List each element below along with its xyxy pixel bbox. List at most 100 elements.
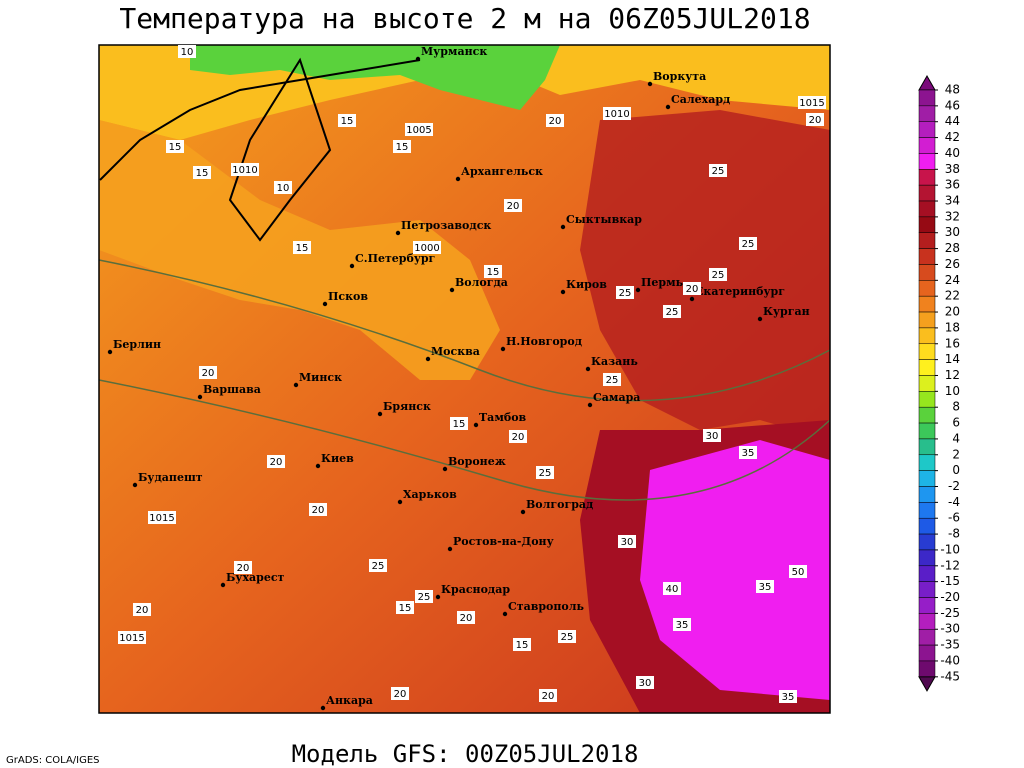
isotherm-label-box	[509, 430, 527, 443]
colorbar-segment	[918, 486, 936, 503]
credit: GrADS: COLA/IGES	[6, 755, 100, 766]
isotherm-label-box	[709, 164, 727, 177]
city-dot	[647, 81, 653, 87]
isotherm-label-box	[539, 689, 557, 702]
city-dot	[500, 346, 506, 352]
city-label: Киев	[321, 452, 354, 465]
colorbar-segment	[918, 470, 936, 487]
isotherm-label-box	[369, 559, 387, 572]
city-label: Воркута	[653, 70, 706, 83]
isobar-label-box	[118, 631, 146, 644]
colorbar-label: 10	[945, 384, 960, 398]
colorbar-segment	[918, 565, 936, 582]
isotherm-label: 20	[512, 432, 525, 443]
city-dot	[320, 705, 326, 711]
isobar-label-box	[405, 123, 433, 136]
isotherm-label-box	[199, 366, 217, 379]
isobar-label-box	[798, 96, 826, 109]
city-label: Казань	[591, 355, 638, 368]
colorbar-label: -25	[940, 606, 960, 620]
city-label: Самара	[593, 391, 640, 404]
isotherm-label-box	[457, 611, 475, 624]
colorbar-label: 36	[945, 178, 960, 192]
isotherm-label: 20	[686, 284, 699, 295]
colorbar-label: -45	[940, 669, 960, 683]
isotherm-label-box	[393, 140, 411, 153]
isotherm-label-box	[616, 286, 634, 299]
isotherm-label: 15	[396, 142, 409, 153]
city-dot	[587, 402, 593, 408]
isotherm-label-box	[703, 429, 721, 442]
colorbar-label: -15	[940, 574, 960, 588]
isotherm-label-box	[739, 446, 757, 459]
colorbar-segment	[918, 406, 936, 424]
isotherm-label: 35	[782, 692, 795, 703]
colorbar-label: -6	[948, 511, 960, 525]
isotherm-label-box	[536, 466, 554, 479]
isotherm-label-box	[663, 582, 681, 595]
isotherm-label-box	[450, 417, 468, 430]
colorbar-label: -35	[940, 638, 960, 652]
city-label: Минск	[299, 371, 342, 384]
colorbar-label: 34	[945, 194, 960, 208]
colorbar-segment	[918, 280, 936, 297]
city-label: Петрозаводск	[401, 219, 491, 232]
city-dot	[397, 499, 403, 505]
colorbar-label: -30	[940, 622, 960, 636]
isobar-label: 1015	[149, 513, 174, 524]
isotherm-label-box	[636, 676, 654, 689]
city-label: Мурманск	[421, 45, 487, 58]
isotherm-label: 15	[516, 640, 529, 651]
colorbar-label: 26	[945, 257, 960, 271]
city-dot	[220, 582, 226, 588]
isotherm-label: 10	[181, 47, 194, 58]
colorbar-segment	[918, 375, 936, 392]
isotherm-label-box	[484, 265, 502, 278]
isotherm-label: 20	[237, 563, 250, 574]
city-dot	[322, 301, 328, 307]
isotherm-label: 30	[621, 537, 634, 548]
colorbar-segment	[918, 517, 936, 535]
colorbar-segment	[918, 153, 936, 170]
colorbar-label: 30	[945, 225, 960, 239]
isotherm-label-box	[683, 282, 701, 295]
isotherm-label-box	[166, 140, 184, 153]
isotherm-label: 25	[561, 632, 574, 643]
city-label: Варшава	[203, 383, 261, 396]
colorbar-segment	[918, 121, 936, 138]
isotherm-label-box	[603, 373, 621, 386]
isotherm-label: 35	[676, 620, 689, 631]
city-dot	[585, 366, 591, 372]
isotherm-label: 20	[202, 368, 215, 379]
isotherm-label: 25	[539, 468, 552, 479]
colorbar-segment	[918, 248, 936, 265]
isotherm-label: 25	[712, 166, 725, 177]
isobar-label-box	[231, 163, 259, 176]
colorbar-label: 22	[945, 289, 960, 303]
isotherm-label-box	[234, 561, 252, 574]
colorbar-label: 0	[952, 463, 960, 477]
colorbar-label: -4	[948, 495, 960, 509]
city-dot	[447, 546, 453, 552]
isobar-label: 1010	[604, 109, 629, 120]
colorbar-label: 40	[945, 146, 960, 160]
city-dot	[560, 224, 566, 230]
colorbar-label: 18	[945, 320, 960, 334]
city-dot	[435, 594, 441, 600]
city-dot	[665, 104, 671, 110]
isobar-label: 1000	[414, 243, 439, 254]
colorbar-segment	[918, 105, 936, 122]
isotherm-label: 25	[372, 561, 385, 572]
isotherm-label: 20	[270, 457, 283, 468]
city-dot	[425, 356, 431, 362]
isotherm-label: 40	[666, 584, 679, 595]
city-label: Ставрополь	[508, 600, 585, 613]
isotherm-label: 15	[169, 142, 182, 153]
isotherm-label-box	[293, 241, 311, 254]
colorbar-segment	[918, 613, 936, 630]
colorbar-label: -2	[948, 479, 960, 493]
colorbar-segment	[918, 533, 936, 551]
colorbar-segment	[918, 232, 936, 249]
isotherm-label: 15	[487, 267, 500, 278]
